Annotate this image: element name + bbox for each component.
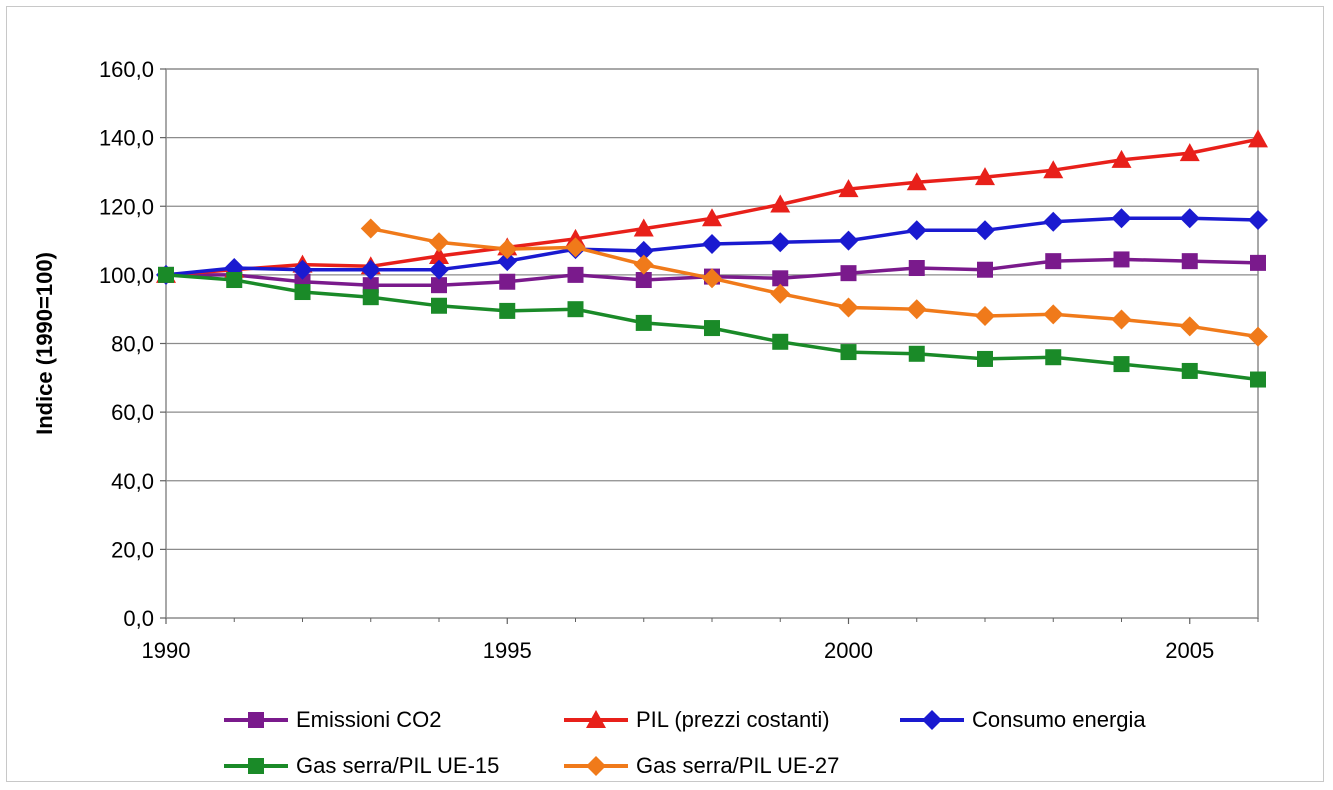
data-point [567,301,584,318]
y-tick-label: 120,0 [99,194,154,219]
data-point [770,194,791,213]
x-tick-label: 2005 [1165,638,1214,663]
data-point [977,350,993,367]
data-point [906,220,927,241]
data-point [1181,253,1198,270]
data-point [1179,143,1200,162]
data-point [633,218,654,237]
data-point [975,220,995,241]
data-point [499,273,516,290]
data-point [1250,254,1266,271]
data-point [292,259,313,280]
data-point [1043,160,1064,179]
chart-frame [6,6,1324,782]
data-point [362,289,379,306]
data-point [1045,253,1062,270]
data-point [772,270,789,287]
data-point [1045,349,1062,366]
data-point [1179,316,1200,337]
data-point [1248,209,1268,230]
data-point [565,237,586,258]
data-point [702,233,722,254]
data-point [906,172,927,191]
data-point [975,306,995,327]
data-point [226,272,243,289]
data-point [1111,149,1132,168]
data-point [977,261,993,278]
data-point [360,218,381,239]
data-point [840,265,857,282]
data-point [908,345,925,362]
data-point [1179,208,1200,229]
data-point [360,259,381,280]
data-point [838,230,859,251]
y-tick-label: 40,0 [111,469,154,494]
data-point [770,283,791,304]
data-point [429,246,449,265]
y-axis-label: Indice (1990=100) [32,252,57,435]
data-point [770,232,791,253]
data-point [772,333,789,350]
data-point [294,284,311,301]
y-tick-label: 160,0 [99,57,154,82]
y-tick-label: 20,0 [111,537,154,562]
data-point [704,320,720,337]
data-point [1250,371,1266,388]
data-point [633,240,654,261]
x-tick-label: 2000 [824,638,873,663]
data-point [840,344,857,361]
data-point [1043,211,1064,232]
data-point [702,268,722,289]
data-point [838,179,859,198]
data-point [633,254,654,275]
data-point [1111,309,1132,330]
data-point [499,302,516,319]
data-point [906,299,927,320]
y-tick-label: 80,0 [111,332,154,357]
data-point [429,259,449,280]
y-tick-label: 100,0 [99,263,154,288]
data-point [431,277,447,294]
data-point [362,277,379,294]
data-point [1043,304,1064,325]
data-point [635,314,652,331]
data-point [431,297,447,314]
data-point [908,260,925,277]
y-tick-label: 0,0 [123,606,154,631]
x-tick-label: 1990 [142,638,191,663]
data-point [497,239,518,260]
data-point [838,297,859,318]
data-point [975,167,995,186]
data-point [158,266,174,283]
y-tick-label: 140,0 [99,126,154,151]
x-tick-label: 1995 [483,638,532,663]
data-point [1113,251,1130,268]
data-point [1113,356,1130,373]
series-line [370,226,1259,339]
data-point [497,251,518,272]
y-tick-label: 60,0 [111,400,154,425]
data-point [1248,129,1268,148]
data-point [1111,208,1132,229]
data-point [1248,326,1268,347]
data-point [702,208,722,227]
series-line [165,137,1259,277]
data-point [567,266,584,283]
data-point [635,272,652,289]
data-point [429,232,449,253]
data-point [1181,362,1198,379]
